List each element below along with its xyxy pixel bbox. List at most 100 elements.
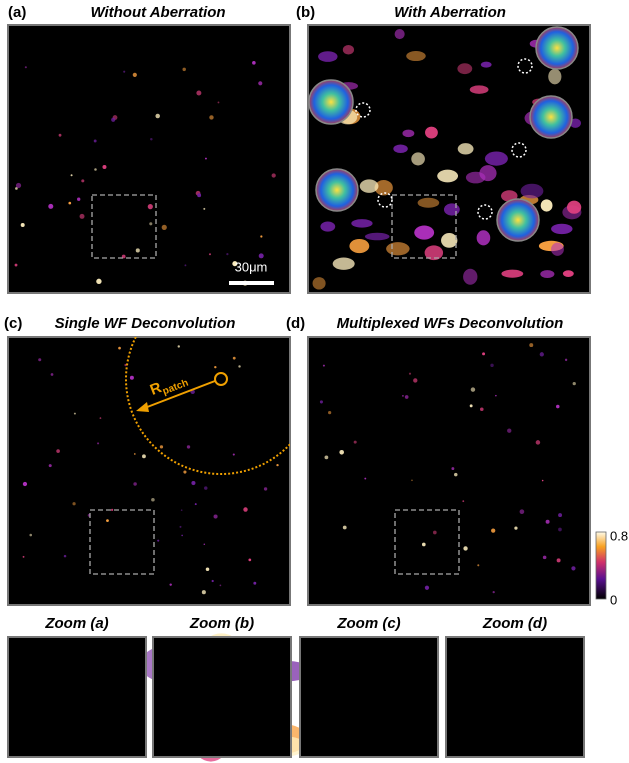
spot: [462, 500, 464, 502]
spot: [178, 345, 180, 347]
spot: [220, 584, 222, 586]
spot: [29, 534, 32, 537]
spot: [540, 352, 544, 356]
spot: [252, 61, 256, 65]
spot: [491, 529, 495, 533]
spot: [150, 138, 152, 140]
spot: [546, 520, 550, 524]
spot: [405, 395, 409, 399]
spot: [495, 395, 497, 397]
spot: [181, 509, 183, 511]
spot: [49, 464, 52, 467]
spot: [563, 270, 574, 277]
spot: [182, 68, 185, 71]
spot: [333, 258, 355, 270]
spot: [97, 442, 99, 444]
spot: [463, 269, 477, 285]
spot: [551, 224, 572, 234]
spot: [556, 405, 560, 409]
spot: [457, 63, 472, 74]
spot: [411, 479, 413, 481]
spot: [169, 583, 171, 585]
spot: [260, 235, 262, 237]
spot: [323, 365, 325, 367]
spot: [529, 343, 533, 347]
image-a: [8, 25, 290, 293]
spot: [233, 357, 236, 360]
spot: [123, 71, 125, 73]
zoom-image: [446, 637, 584, 757]
spot: [142, 454, 146, 458]
spot: [425, 127, 438, 139]
spot: [454, 473, 457, 476]
spot: [470, 404, 473, 407]
colorbar-max: 0.8: [610, 528, 628, 543]
spot: [540, 270, 554, 278]
spot: [551, 243, 564, 256]
spot: [354, 441, 357, 444]
spot: [195, 503, 197, 505]
spot: [196, 91, 201, 96]
spot: [226, 253, 228, 255]
spot: [102, 165, 106, 169]
spot: [418, 198, 440, 208]
spot: [413, 378, 417, 382]
spot: [433, 531, 437, 535]
zoom-title: Zoom (c): [336, 615, 400, 632]
image-c: [8, 337, 290, 605]
spot: [571, 566, 575, 570]
spot: [94, 168, 97, 171]
spot: [471, 387, 475, 391]
spot: [402, 130, 414, 138]
spot: [565, 359, 567, 361]
spot: [130, 376, 134, 380]
spot: [149, 222, 152, 225]
spot: [437, 170, 458, 183]
spot: [157, 540, 159, 542]
spot: [259, 253, 264, 258]
spot: [212, 580, 214, 582]
spot: [536, 440, 541, 445]
spot: [360, 179, 379, 193]
spot: [81, 179, 84, 182]
spot: [106, 519, 109, 522]
spot: [160, 445, 163, 448]
spot: [155, 114, 160, 119]
spot: [514, 527, 517, 530]
spot: [100, 417, 102, 419]
spot: [272, 173, 276, 177]
spot: [320, 400, 323, 403]
spot: [557, 558, 561, 562]
spot: [181, 535, 183, 537]
spot: [520, 509, 525, 514]
spot: [218, 101, 220, 103]
spot: [558, 513, 562, 517]
spot: [80, 214, 85, 219]
spot: [507, 429, 511, 433]
spot: [48, 204, 53, 209]
colorbar-min: 0: [610, 592, 617, 607]
spot: [187, 445, 190, 448]
spot: [325, 455, 329, 459]
spot: [96, 279, 101, 284]
spot: [406, 51, 426, 61]
spot: [94, 140, 97, 143]
spot: [349, 239, 369, 253]
spot: [466, 172, 486, 184]
spot: [541, 199, 553, 211]
spot: [68, 202, 71, 205]
panel-label: (a): [8, 4, 26, 21]
spot: [197, 193, 201, 197]
spot: [151, 498, 155, 502]
spot: [422, 543, 426, 547]
spot: [386, 242, 409, 255]
spot: [490, 364, 493, 367]
spot: [203, 208, 205, 210]
spot: [162, 225, 167, 230]
spot: [276, 464, 278, 466]
spot: [343, 45, 354, 55]
panel-label: (c): [4, 315, 22, 332]
spot: [364, 478, 366, 480]
spot: [477, 230, 491, 245]
spot: [118, 347, 121, 350]
